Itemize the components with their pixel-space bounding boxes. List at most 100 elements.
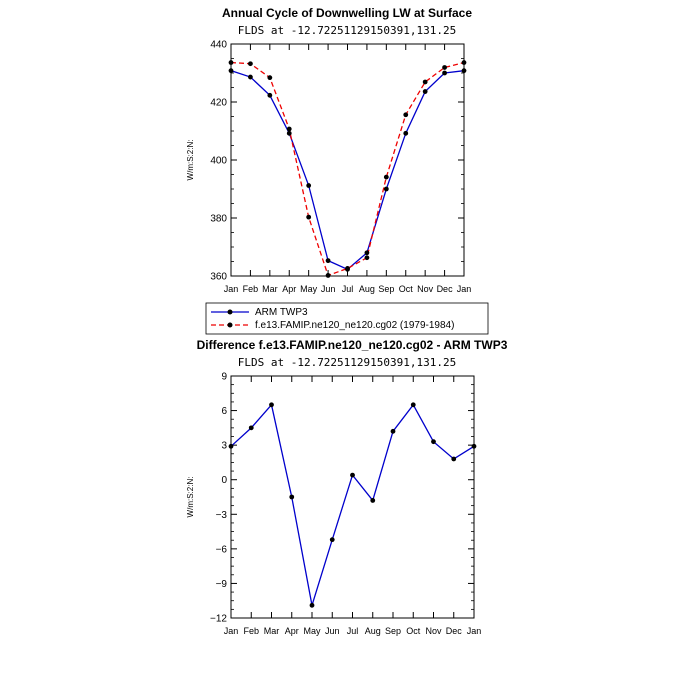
top-chart-axes: 360 380 400 420 440 Jan Feb Mar Apr May Jun Jul Aug S… — [210, 40, 471, 295]
series-point-1 — [248, 61, 253, 67]
x-tick-label: Aug — [359, 284, 375, 294]
series-point-1 — [325, 273, 331, 278]
y-tick-label: −12 — [210, 614, 227, 625]
legend-label-arm: ARM TWP3 — [255, 307, 308, 318]
series-point-0 — [267, 92, 273, 98]
x-tick-label: Jul — [347, 626, 359, 636]
x-tick-label: Nov — [425, 626, 442, 636]
series-point-0 — [228, 68, 234, 74]
series-point-1 — [383, 174, 389, 180]
x-tick-label: Nov — [417, 284, 434, 294]
series-point-0 — [383, 186, 389, 192]
series-point-0 — [461, 68, 467, 74]
y-tick-label: 3 — [221, 441, 227, 452]
x-tick-label: Mar — [262, 284, 278, 294]
y-tick-label: −3 — [216, 510, 228, 521]
legend-box — [205, 302, 489, 335]
series-point-0 — [390, 428, 396, 434]
series-point-1 — [461, 60, 467, 65]
series-point-1 — [403, 112, 409, 118]
x-tick-label: Aug — [365, 626, 381, 636]
series-point-0 — [248, 425, 254, 431]
legend-marker-model — [227, 322, 233, 328]
x-tick-label: Jul — [342, 284, 354, 294]
x-tick-label: Mar — [264, 626, 280, 636]
legend-marker-arm — [227, 309, 233, 315]
x-tick-label: Jan — [224, 626, 239, 636]
series-line-1 — [230, 61, 465, 277]
y-tick-label: 9 — [221, 372, 227, 383]
x-tick-label: Sep — [378, 284, 394, 294]
top-chart: Annual Cycle of Downwelling LW at Surfac… — [186, 6, 472, 294]
series-point-1 — [228, 60, 234, 65]
series-point-0 — [350, 472, 355, 478]
x-tick-label: Feb — [243, 284, 259, 294]
top-chart-subtitle: FLDS at -12.72251129150391,131.25 — [238, 24, 457, 37]
top-chart-title: Annual Cycle of Downwelling LW at Surfac… — [222, 6, 472, 20]
series-point-0 — [286, 130, 292, 136]
x-tick-label: Apr — [285, 626, 299, 636]
series-point-0 — [451, 456, 457, 462]
series-point-1 — [345, 266, 350, 271]
y-tick-label: 380 — [210, 214, 227, 225]
x-tick-label: Jan — [457, 284, 472, 294]
y-tick-label: 420 — [210, 98, 227, 109]
x-tick-label: Dec — [446, 626, 463, 636]
x-tick-label: Jan — [467, 626, 482, 636]
series-point-0 — [442, 70, 447, 76]
series-point-0 — [471, 443, 477, 449]
series-point-0 — [431, 439, 436, 445]
series-point-1 — [267, 75, 273, 81]
y-tick-label: 400 — [210, 156, 227, 167]
series-point-0 — [364, 250, 370, 256]
series-point-1 — [442, 65, 447, 70]
plot-frame — [230, 375, 475, 619]
bottom-chart-subtitle: FLDS at -12.72251129150391,131.25 — [238, 356, 457, 369]
series-line-0 — [230, 70, 465, 271]
series-point-0 — [403, 130, 409, 136]
series-point-0 — [306, 183, 312, 188]
series-point-0 — [410, 402, 416, 408]
y-tick-label: −6 — [216, 544, 228, 555]
series-point-0 — [248, 74, 253, 80]
x-tick-label: Dec — [437, 284, 454, 294]
series-point-0 — [228, 443, 234, 449]
series-point-0 — [422, 89, 428, 94]
series-point-0 — [329, 537, 335, 543]
series-point-1 — [364, 255, 370, 261]
y-tick-label: −9 — [216, 579, 228, 590]
series-point-0 — [289, 494, 295, 500]
bottom-chart: Difference f.e13.FAMIP.ne120_ne120.cg02 … — [186, 338, 508, 636]
series-point-0 — [309, 602, 315, 608]
y-tick-label: 6 — [221, 406, 227, 417]
x-tick-label: May — [300, 284, 318, 294]
legend-label-model: f.e13.FAMIP.ne120_ne120.cg02 (1979-1984) — [255, 320, 454, 331]
y-tick-label: 360 — [210, 272, 227, 283]
x-tick-label: Oct — [399, 284, 414, 294]
x-tick-label: Jan — [224, 284, 239, 294]
series-point-0 — [269, 402, 274, 408]
x-tick-label: Jun — [321, 284, 336, 294]
x-tick-label: Jun — [325, 626, 340, 636]
x-tick-label: Oct — [406, 626, 421, 636]
x-tick-label: Sep — [385, 626, 401, 636]
bottom-chart-title: Difference f.e13.FAMIP.ne120_ne120.cg02 … — [197, 338, 508, 352]
series-point-1 — [306, 214, 312, 220]
y-tick-label: 0 — [221, 475, 227, 486]
top-chart-series — [228, 60, 467, 278]
bottom-chart-axes: −12 −9 −6 −3 0 3 6 9 Jan Feb Mar Apr May Jun Jul Aug Sep… — [210, 372, 481, 637]
x-tick-label: May — [303, 626, 321, 636]
series-point-0 — [370, 498, 376, 503]
y-tick-label: 440 — [210, 40, 227, 51]
series-point-1 — [422, 79, 428, 85]
bottom-chart-ylabel: W/m:S:2:N: — [186, 477, 195, 518]
bottom-chart-series — [228, 402, 477, 608]
series-point-1 — [286, 126, 292, 132]
x-tick-label: Apr — [282, 284, 296, 294]
x-tick-label: Feb — [243, 626, 259, 636]
top-chart-ylabel: W/m:S:2:N: — [186, 140, 195, 181]
series-line-0 — [230, 403, 475, 606]
series-point-0 — [325, 258, 331, 264]
legend: ARM TWP3 f.e13.FAMIP.ne120_ne120.cg02 (1… — [205, 302, 489, 335]
